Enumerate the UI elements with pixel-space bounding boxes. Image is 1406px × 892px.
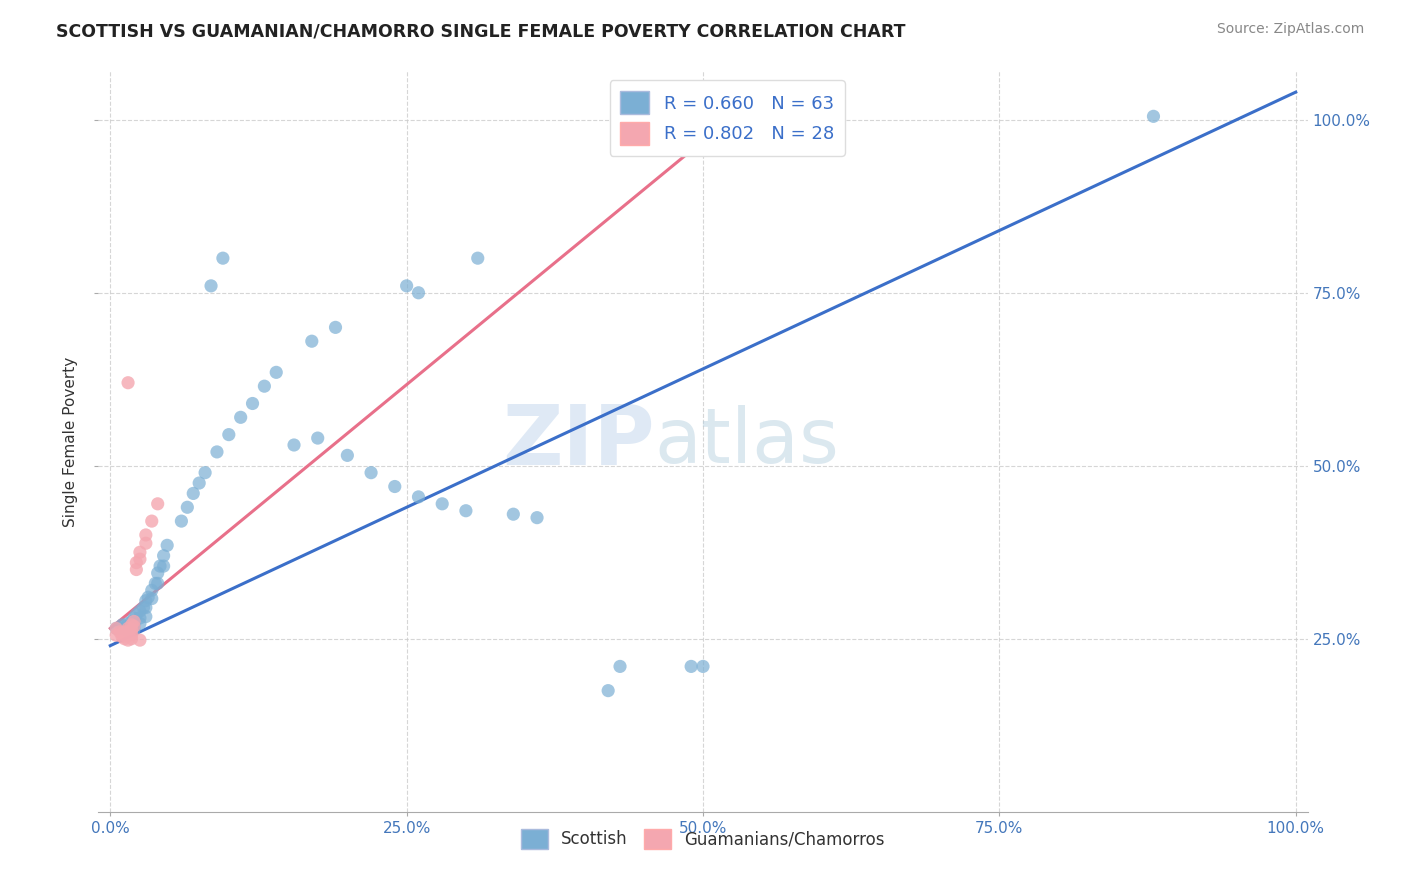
Point [264, 365, 287, 379]
Point [152, 559, 174, 574]
Point [152, 549, 174, 563]
Point [301, 334, 323, 349]
Point [141, 591, 163, 606]
Point [125, 607, 148, 622]
Point [129, 616, 152, 631]
Point [105, 628, 128, 642]
Point [117, 621, 139, 635]
Point [111, 618, 134, 632]
Point [122, 611, 145, 625]
Point [156, 538, 179, 552]
Point [136, 591, 159, 605]
Point [141, 583, 163, 598]
Point [135, 528, 157, 542]
Point [105, 621, 128, 635]
Point [129, 611, 152, 625]
Point [132, 600, 155, 615]
Point [502, 507, 524, 521]
Point [117, 628, 139, 642]
Point [122, 619, 145, 633]
Point [114, 624, 136, 639]
Point [117, 633, 139, 648]
Legend: Scottish, Guamanians/Chamorros: Scottish, Guamanians/Chamorros [515, 822, 891, 855]
Point [135, 593, 157, 607]
Point [205, 445, 228, 459]
Point [111, 621, 134, 635]
Point [146, 497, 169, 511]
Point [121, 618, 143, 632]
Point [117, 624, 139, 639]
Point [105, 621, 128, 635]
Point [609, 659, 631, 673]
Point [218, 427, 240, 442]
Point [111, 630, 134, 644]
Text: atlas: atlas [655, 405, 839, 478]
Point [395, 278, 418, 293]
Point [129, 604, 152, 618]
Point [454, 504, 477, 518]
Point [692, 659, 714, 673]
Point [336, 449, 359, 463]
Point [129, 552, 152, 566]
Point [170, 514, 193, 528]
Point [122, 623, 145, 637]
Point [135, 600, 157, 615]
Point [200, 278, 222, 293]
Point [121, 627, 143, 641]
Point [108, 624, 131, 639]
Point [194, 466, 217, 480]
Point [176, 500, 198, 515]
Point [114, 619, 136, 633]
Point [117, 621, 139, 635]
Point [242, 396, 264, 410]
Point [283, 438, 305, 452]
Point [681, 659, 703, 673]
Text: ZIP: ZIP [502, 401, 655, 482]
Point [408, 285, 430, 300]
Point [432, 497, 454, 511]
Point [114, 632, 136, 646]
Point [111, 626, 134, 640]
Y-axis label: Single Female Poverty: Single Female Poverty [63, 357, 79, 526]
Point [141, 514, 163, 528]
Point [125, 563, 148, 577]
Point [146, 566, 169, 580]
Point [307, 431, 329, 445]
Text: Source: ZipAtlas.com: Source: ZipAtlas.com [1216, 22, 1364, 37]
Point [117, 616, 139, 631]
Point [129, 633, 152, 648]
Point [325, 320, 347, 334]
Point [114, 628, 136, 642]
Point [117, 376, 139, 390]
Point [188, 476, 211, 491]
Point [117, 624, 139, 638]
Point [122, 616, 145, 631]
Point [181, 486, 204, 500]
Point [1142, 109, 1164, 123]
Point [135, 536, 157, 550]
Point [143, 576, 166, 591]
Point [129, 545, 152, 559]
Point [408, 490, 430, 504]
Point [253, 379, 276, 393]
Text: SCOTTISH VS GUAMANIAN/CHAMORRO SINGLE FEMALE POVERTY CORRELATION CHART: SCOTTISH VS GUAMANIAN/CHAMORRO SINGLE FE… [56, 22, 905, 40]
Point [135, 609, 157, 624]
Point [526, 510, 548, 524]
Point [146, 576, 169, 591]
Point [229, 410, 252, 425]
Point [122, 619, 145, 633]
Point [384, 479, 406, 493]
Point [121, 623, 143, 637]
Point [360, 466, 382, 480]
Point [121, 615, 143, 629]
Point [121, 632, 143, 646]
Point [122, 615, 145, 629]
Point [467, 251, 489, 265]
Point [149, 559, 172, 574]
Point [125, 556, 148, 570]
Point [598, 683, 620, 698]
Point [212, 251, 235, 265]
